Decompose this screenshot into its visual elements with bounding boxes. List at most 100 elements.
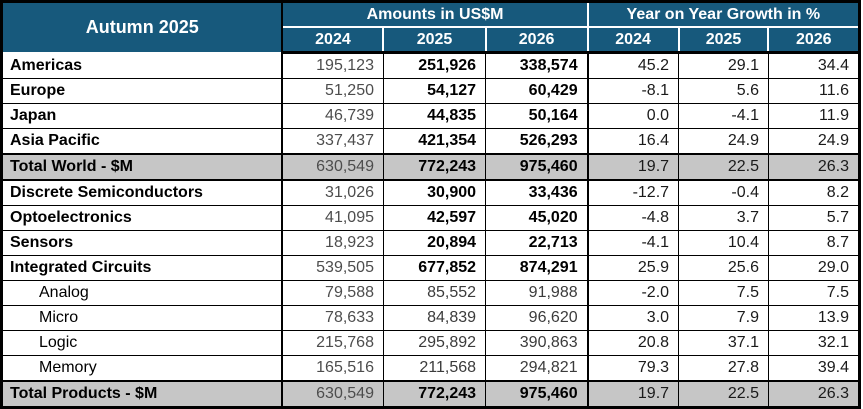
row-label: Optoelectronics [1, 205, 284, 231]
amount-2024: 41,095 [281, 205, 384, 231]
amount-2024: 31,026 [281, 179, 384, 206]
amounts-year-2025-header: 2025 [382, 26, 487, 54]
amount-2025: 54,127 [382, 78, 487, 104]
growth-year-2026-header: 2026 [767, 26, 861, 54]
amounts-year-2024-header: 2024 [281, 26, 385, 54]
growth-2024: -4.8 [586, 205, 680, 231]
table-row: Total World - $M 630,549 772,243 975,460 19.… [1, 153, 861, 181]
amount-2025: 251,926 [382, 52, 487, 79]
growth-2026: 39.4 [767, 355, 861, 382]
growth-2026: 5.7 [767, 205, 861, 231]
amount-2025: 85,552 [382, 280, 487, 306]
amount-2024: 539,505 [281, 255, 384, 281]
amounts-group-header: Amounts in US$M [281, 0, 589, 28]
amount-2025: 772,243 [382, 153, 487, 181]
table-row: Total Products - $M 630,549 772,243 975,460… [1, 380, 861, 409]
amounts-year-2026-header: 2026 [484, 26, 589, 54]
growth-2025: 5.6 [678, 78, 769, 104]
row-label: Analog [1, 280, 284, 306]
table-row: Sensors 18,923 20,894 22,713 -4.1 10.4 8.7 [1, 230, 861, 256]
amount-2026: 22,713 [485, 230, 589, 256]
growth-2024: -8.1 [586, 78, 680, 104]
row-label: Asia Pacific [1, 128, 284, 155]
amount-2024: 215,768 [281, 330, 384, 356]
table-row: Europe 51,250 54,127 60,429 -8.1 5.6 11.6 [1, 78, 861, 104]
growth-2025: 25.6 [678, 255, 769, 281]
row-label: Europe [1, 78, 284, 104]
amount-2026: 50,164 [485, 103, 589, 129]
growth-2026: 13.9 [767, 305, 861, 331]
growth-2026: 29.0 [767, 255, 861, 281]
amount-2025: 295,892 [382, 330, 487, 356]
amount-2025: 30,900 [382, 179, 487, 206]
growth-2024: 19.7 [586, 153, 680, 181]
growth-group-header: Year on Year Growth in % [586, 0, 861, 28]
growth-2024: 16.4 [586, 128, 680, 155]
growth-2026: 26.3 [767, 153, 861, 181]
group-header-row: Autumn 2025 Amounts in US$M Year on Year… [0, 0, 861, 54]
table-row: Discrete Semiconductors 31,026 30,900 33,43… [1, 179, 861, 206]
table-header: Autumn 2025 Amounts in US$M Year on Year… [0, 0, 861, 54]
row-label: Total World - $M [1, 153, 284, 181]
growth-2025: 10.4 [678, 230, 769, 256]
amount-2024: 630,549 [281, 380, 384, 409]
amount-2026: 91,988 [485, 280, 589, 306]
growth-2025: 37.1 [678, 330, 769, 356]
row-label: Sensors [1, 230, 284, 256]
amount-2025: 44,835 [382, 103, 487, 129]
table-row: Optoelectronics 41,095 42,597 45,020 -4.8 3.7… [1, 205, 861, 231]
growth-2025: -4.1 [678, 103, 769, 129]
growth-2024: -12.7 [586, 179, 680, 206]
report-edition-title: Autumn 2025 [0, 0, 284, 54]
growth-2026: 11.6 [767, 78, 861, 104]
row-label: Total Products - $M [1, 380, 284, 409]
amount-2026: 45,020 [485, 205, 589, 231]
amount-2026: 338,574 [485, 52, 589, 79]
growth-2026: 7.5 [767, 280, 861, 306]
table-body: Americas 195,123 251,926 338,574 45.2 29.1 34.… [1, 52, 861, 409]
growth-2024: 19.7 [586, 380, 680, 409]
amount-2025: 20,894 [382, 230, 487, 256]
growth-2026: 24.9 [767, 128, 861, 155]
table-row: Asia Pacific 337,437 421,354 526,293 16.4 24.… [1, 128, 861, 155]
amount-2026: 60,429 [485, 78, 589, 104]
table-row: Japan 46,739 44,835 50,164 0.0 -4.1 11.9 [1, 103, 861, 129]
growth-2025: 7.9 [678, 305, 769, 331]
growth-2024: 20.8 [586, 330, 680, 356]
amount-2026: 975,460 [485, 380, 589, 409]
amount-2024: 79,588 [281, 280, 384, 306]
amount-2024: 18,923 [281, 230, 384, 256]
amount-2025: 84,839 [382, 305, 487, 331]
amount-2025: 211,568 [382, 355, 487, 382]
growth-2025: 7.5 [678, 280, 769, 306]
table-row: Micro 78,633 84,839 96,620 3.0 7.9 13.9 [1, 305, 861, 331]
row-label: Americas [1, 52, 284, 79]
amount-2024: 165,516 [281, 355, 384, 382]
growth-2025: 24.9 [678, 128, 769, 155]
growth-2024: 0.0 [586, 103, 680, 129]
amount-2025: 421,354 [382, 128, 487, 155]
amount-2025: 772,243 [382, 380, 487, 409]
row-label: Discrete Semiconductors [1, 179, 284, 206]
amount-2026: 874,291 [485, 255, 589, 281]
row-label: Integrated Circuits [1, 255, 284, 281]
amount-2024: 51,250 [281, 78, 384, 104]
growth-2024: -2.0 [586, 280, 680, 306]
growth-2025: 27.8 [678, 355, 769, 382]
growth-2026: 8.7 [767, 230, 861, 256]
growth-2024: 25.9 [586, 255, 680, 281]
table-row: Analog 79,588 85,552 91,988 -2.0 7.5 7.5 [1, 280, 861, 306]
growth-2024: -4.1 [586, 230, 680, 256]
growth-2026: 11.9 [767, 103, 861, 129]
row-label: Memory [1, 355, 284, 382]
growth-2026: 34.4 [767, 52, 861, 79]
amount-2026: 294,821 [485, 355, 589, 382]
growth-2024: 45.2 [586, 52, 680, 79]
year-header-row: 2024 2025 2026 2024 2025 2026 [2, 26, 861, 54]
amount-2025: 42,597 [382, 205, 487, 231]
growth-2024: 3.0 [586, 305, 680, 331]
growth-2026: 32.1 [767, 330, 861, 356]
growth-2025: 22.5 [678, 380, 769, 409]
